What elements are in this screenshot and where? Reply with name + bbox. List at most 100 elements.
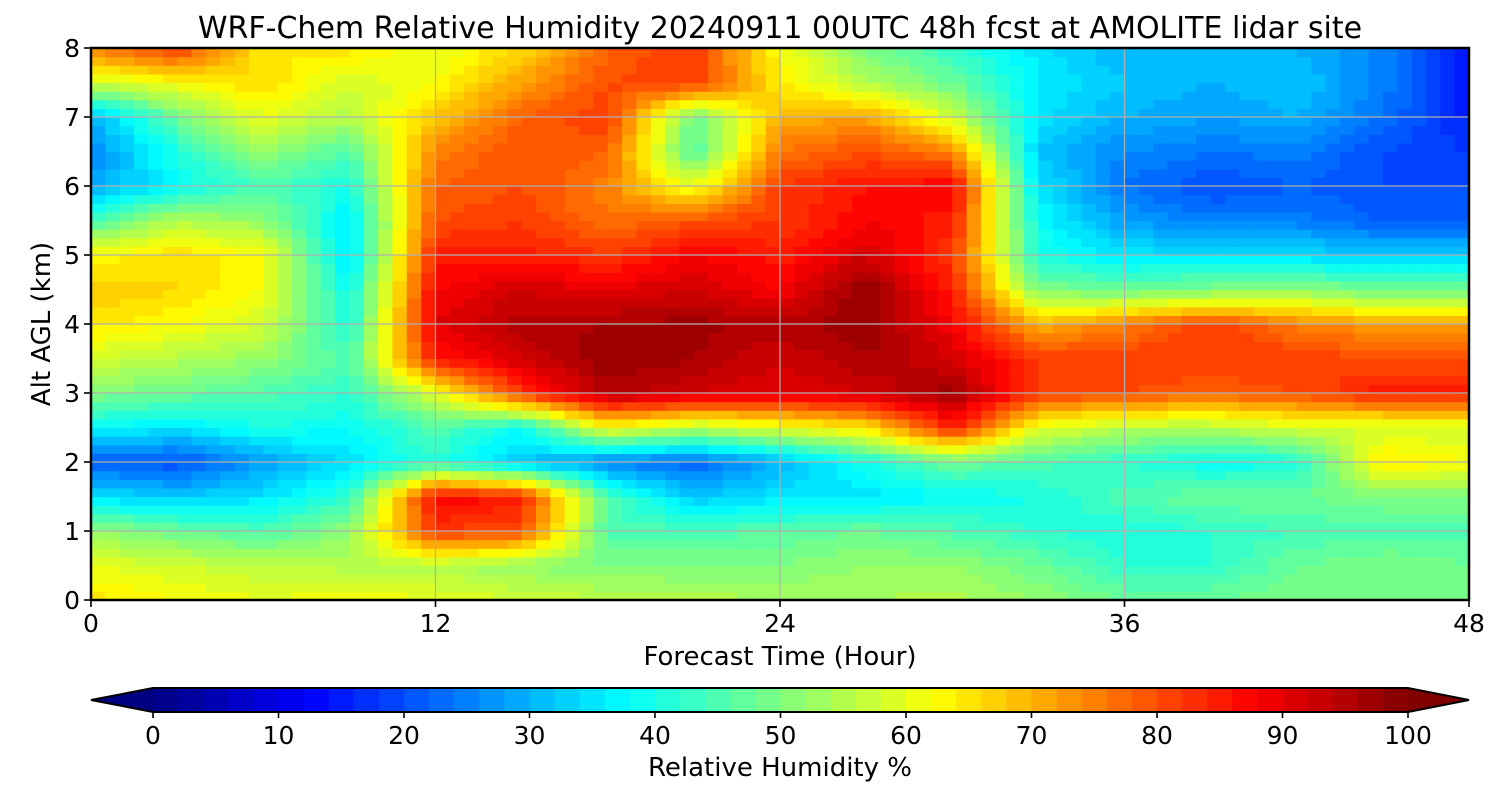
rh-cell [220,496,236,506]
rh-cell [1196,453,1212,463]
rh-cell [823,367,839,377]
rh-cell [1052,306,1068,316]
rh-cell [564,462,580,472]
rh-cell [923,505,939,515]
rh-cell [622,496,638,506]
rh-cell [220,487,236,498]
rh-cell [851,496,867,506]
rh-cell [335,160,350,170]
rh-cell [1009,324,1025,334]
rh-cell [363,177,379,187]
rh-cell [1440,548,1456,558]
rh-cell [234,298,250,308]
rh-cell [1009,531,1025,541]
rh-cell [378,591,394,600]
rh-cell [837,548,853,558]
rh-cell [607,229,623,239]
rh-cell [808,194,824,204]
rh-cell [105,582,121,592]
rh-cell [1296,211,1312,222]
rh-cell [191,186,207,196]
rh-cell [607,160,623,170]
rh-cell [550,479,566,489]
rh-cell [622,203,638,213]
rh-cell [119,479,135,489]
rh-cell [1282,470,1298,480]
rh-cell [937,418,953,429]
rh-cell [679,341,695,351]
rh-cell [492,375,508,385]
rh-cell [1181,418,1197,429]
rh-cell [162,582,178,592]
rh-cell [1124,393,1140,403]
rh-cell [708,367,724,377]
rh-cell [1196,177,1212,187]
rh-cell [1296,418,1312,429]
rh-cell [1024,479,1039,489]
rh-cell [679,194,695,204]
rh-cell [507,410,523,420]
rh-cell [593,393,609,403]
rh-cell [234,522,250,532]
rh-cell [1282,556,1298,567]
rh-cell [1411,418,1427,429]
rh-cell [593,160,609,170]
rh-cell [851,220,867,230]
rh-cell [794,358,810,368]
rh-cell [349,280,365,291]
rh-cell [1095,186,1111,196]
rh-cell [1210,324,1226,334]
rh-cell [851,513,867,523]
rh-cell [1368,393,1384,403]
rh-cell [306,427,322,437]
rh-cell [148,548,164,558]
rh-cell [1411,556,1427,567]
rh-cell [622,513,638,523]
rh-cell [780,393,795,403]
rh-cell [550,427,566,437]
rh-cell [1354,548,1370,558]
rh-cell [1268,427,1283,437]
rh-cell [277,444,293,454]
rh-cell [851,487,867,498]
rh-cell [378,349,394,360]
rh-cell [808,556,824,567]
rh-cell [866,444,882,454]
rh-cell [1124,280,1140,291]
rh-cell [105,410,121,420]
rh-cell [579,401,594,411]
rh-cell [1397,393,1413,403]
rh-cell [1411,479,1427,489]
rh-cell [1339,591,1355,600]
rh-cell [909,479,925,489]
rh-cell [794,255,810,265]
rh-cell [1153,427,1169,437]
rh-cell [1296,444,1312,454]
chart-title: WRF-Chem Relative Humidity 20240911 00UT… [198,11,1362,46]
rh-cell [622,324,638,334]
rh-cell [851,427,867,437]
rh-cell [535,548,551,558]
rh-cell [406,160,422,170]
rh-cell [622,341,638,351]
rh-cell [1095,453,1111,463]
rh-cell [507,203,523,213]
rh-cell [1095,470,1111,480]
rh-cell [1009,556,1025,567]
rh-cell [335,332,350,342]
rh-cell [1311,556,1327,567]
rh-cell [995,496,1011,506]
rh-cell [162,574,178,584]
rh-cell [191,470,207,480]
rh-cell [1153,229,1169,239]
rh-cell [1038,203,1054,213]
rh-cell [923,237,939,247]
rh-cell [952,203,968,213]
rh-cell [91,401,106,411]
rh-cell [593,418,609,429]
rh-cell [1067,531,1083,541]
rh-cell [392,427,408,437]
rh-cell [1196,548,1212,558]
rh-cell [866,203,882,213]
